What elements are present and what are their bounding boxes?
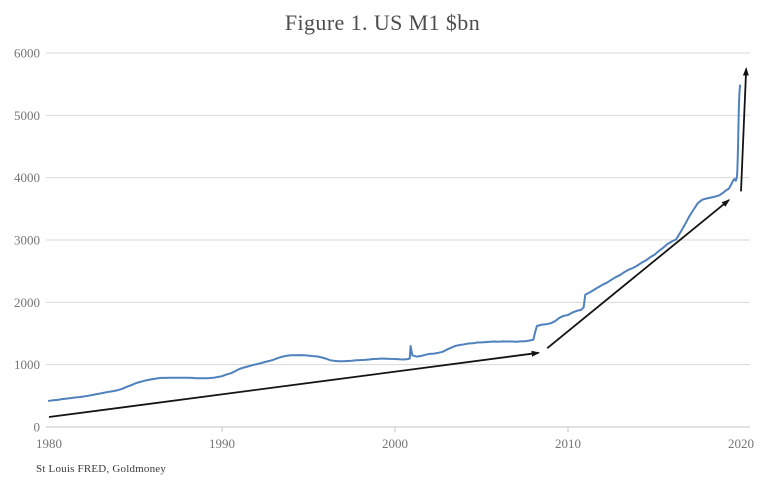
y-tick-label: 4000 <box>14 170 40 185</box>
y-tick-label: 6000 <box>14 46 40 61</box>
chart-title: Figure 1. US M1 $bn <box>284 10 481 35</box>
y-tick-label: 5000 <box>14 108 40 123</box>
x-tick-label: 1990 <box>209 436 235 451</box>
axis-labels: 0 1000 2000 3000 4000 5000 6000 1980 1990 2000 201… <box>14 46 754 452</box>
y-tick-label: 0 <box>34 420 41 435</box>
trend-arrow-2008-2019 <box>546 199 731 349</box>
x-axis <box>46 426 750 432</box>
source-note: St Louis FRED, Goldmoney <box>36 463 167 475</box>
x-tick-label: 2010 <box>555 436 581 451</box>
m1-data-line <box>48 84 741 402</box>
trend-arrow-1980-2008 <box>48 350 541 418</box>
y-tick-label: 1000 <box>14 357 40 372</box>
x-tick-label: 2000 <box>382 436 408 451</box>
y-tick-label: 2000 <box>14 295 40 310</box>
x-tick-label: 1980 <box>36 436 62 451</box>
x-tick-label: 2020 <box>728 436 754 451</box>
spike-arrow-2020 <box>740 67 749 192</box>
y-tick-label: 3000 <box>14 233 40 248</box>
gridlines <box>46 52 750 366</box>
trend-arrows <box>48 67 749 418</box>
